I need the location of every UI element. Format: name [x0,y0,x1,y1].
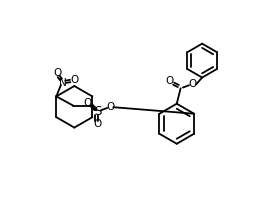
Text: N: N [59,78,66,87]
Text: O: O [106,102,114,112]
Text: O: O [70,75,78,85]
Text: O: O [53,68,61,78]
Text: O: O [165,76,173,86]
Text: O: O [84,98,92,108]
Text: S: S [94,105,102,118]
Text: O: O [94,119,102,129]
Text: O: O [189,79,197,89]
